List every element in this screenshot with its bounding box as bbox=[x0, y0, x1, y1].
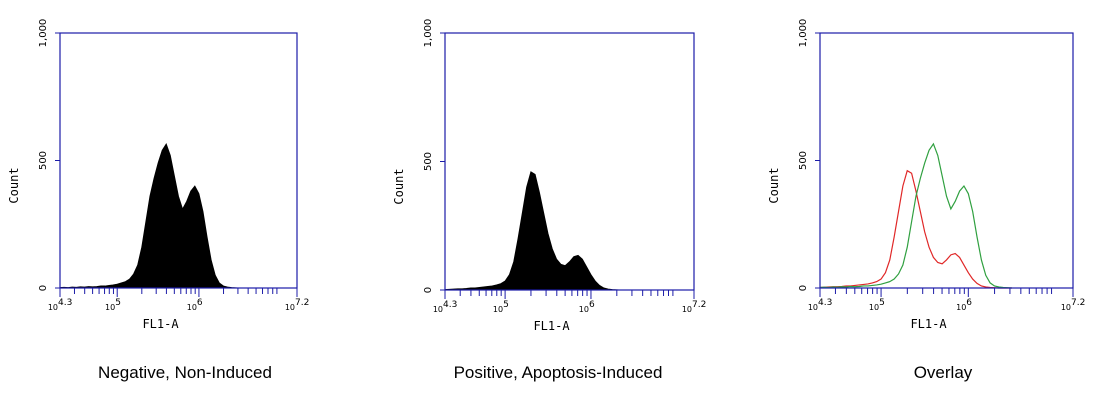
panel-caption: Overlay bbox=[914, 363, 973, 382]
x-tick-exponent: 5 bbox=[879, 298, 885, 308]
x-tick-label: 10 bbox=[579, 305, 589, 314]
histogram-line bbox=[819, 142, 1012, 289]
x-tick-label: 10 bbox=[956, 303, 966, 312]
x-tick-exponent: 5 bbox=[115, 298, 121, 308]
x-axis-label: FL1-A bbox=[142, 317, 179, 331]
x-tick-label: 10 bbox=[48, 303, 58, 312]
y-tick-label: 0 bbox=[423, 287, 434, 293]
x-tick-exponent: 5 bbox=[503, 300, 509, 310]
x-tick-label: 10 bbox=[869, 303, 879, 312]
y-tick-label: 0 bbox=[38, 285, 49, 291]
x-tick-label: 10 bbox=[493, 305, 503, 314]
histogram-area bbox=[59, 143, 240, 289]
x-axis-label: FL1-A bbox=[533, 319, 570, 333]
x-tick-label: 10 bbox=[105, 303, 115, 312]
x-tick-label: 10 bbox=[808, 303, 818, 312]
x-tick-exponent: 7.2 bbox=[295, 298, 309, 308]
x-tick-label: 10 bbox=[433, 305, 443, 314]
x-tick-exponent: 4.3 bbox=[818, 298, 832, 308]
y-axis-label: Count bbox=[7, 167, 21, 203]
y-tick-label: 500 bbox=[38, 151, 49, 170]
y-tick-label: 0 bbox=[798, 285, 809, 291]
x-axis-label: FL1-A bbox=[910, 317, 947, 331]
x-tick-exponent: 4.3 bbox=[58, 298, 72, 308]
x-tick-exponent: 6 bbox=[966, 298, 972, 308]
x-tick-exponent: 6 bbox=[197, 298, 203, 308]
x-tick-exponent: 7.2 bbox=[692, 300, 706, 310]
y-axis-label: Count bbox=[767, 167, 781, 203]
panel-caption: Positive, Apoptosis-Induced bbox=[454, 363, 663, 382]
y-tick-label: 1,000 bbox=[798, 19, 809, 48]
y-tick-label: 1,000 bbox=[38, 19, 49, 48]
x-tick-exponent: 4.3 bbox=[443, 300, 457, 310]
panel-caption: Negative, Non-Induced bbox=[98, 363, 272, 382]
x-tick-exponent: 6 bbox=[589, 300, 595, 310]
y-tick-label: 1,000 bbox=[423, 19, 434, 48]
x-tick-exponent: 7.2 bbox=[1071, 298, 1085, 308]
plot-frame bbox=[819, 32, 1074, 289]
x-tick-label: 10 bbox=[1061, 303, 1071, 312]
x-tick-label: 10 bbox=[682, 305, 692, 314]
y-tick-label: 500 bbox=[423, 152, 434, 171]
plot-frame bbox=[444, 32, 695, 291]
histogram-line bbox=[819, 169, 1012, 289]
y-tick-label: 500 bbox=[798, 151, 809, 170]
x-tick-label: 10 bbox=[285, 303, 295, 312]
histogram-area bbox=[444, 171, 634, 291]
x-tick-label: 10 bbox=[187, 303, 197, 312]
y-axis-label: Count bbox=[392, 168, 406, 204]
